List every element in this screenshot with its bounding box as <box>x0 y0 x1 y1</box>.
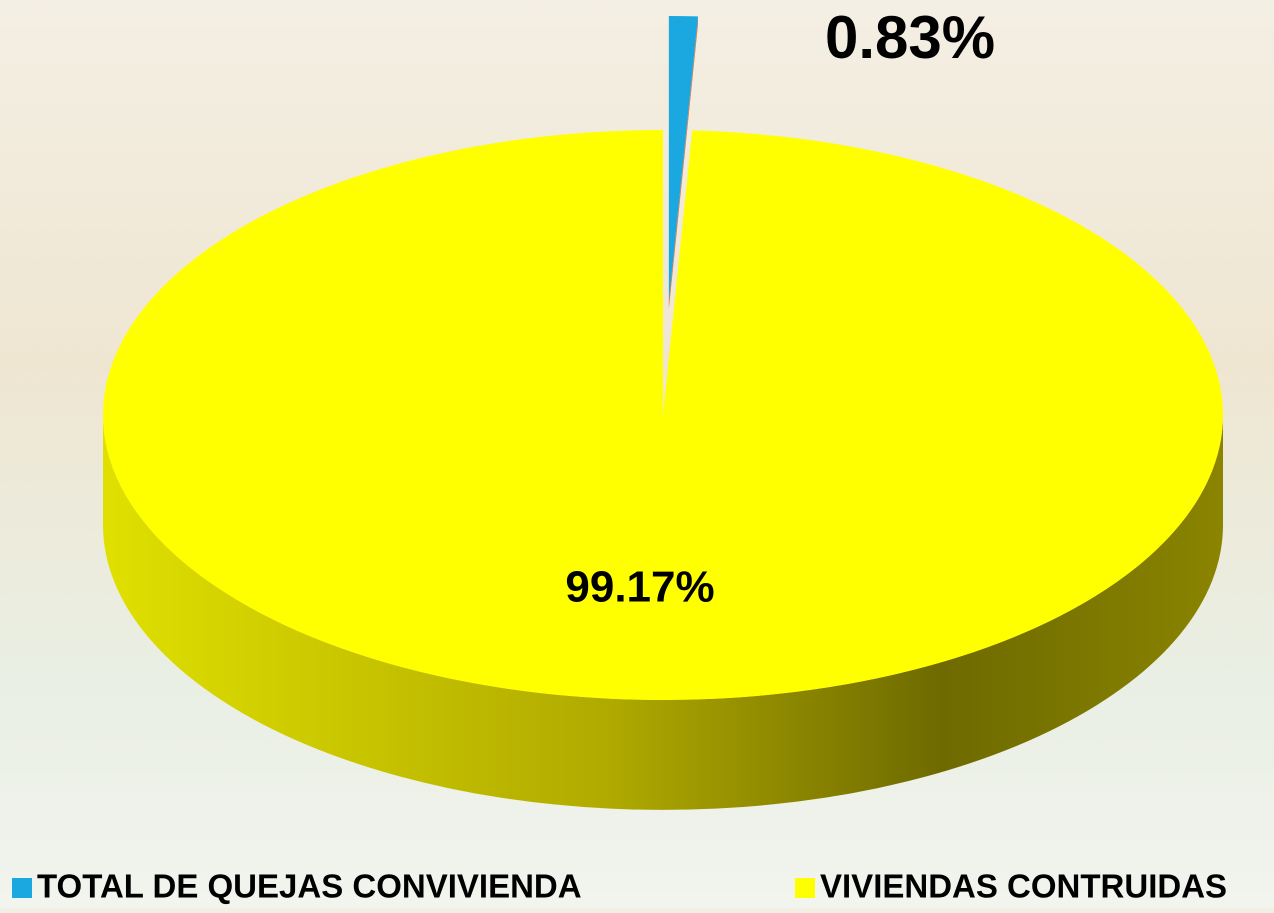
slice <box>103 130 1223 700</box>
chart: 0.83% 99.17% TOTAL DE QUEJAS CONVIVIENDA V… <box>0 0 1274 908</box>
data-label: 0.83% <box>825 4 995 71</box>
legend: TOTAL DE QUEJAS CONVIVIENDA VIVIENDAS CON… <box>12 868 1227 905</box>
legend-swatch <box>12 878 32 898</box>
legend-swatch <box>795 878 815 898</box>
legend-label: TOTAL DE QUEJAS CONVIVIENDA <box>37 868 582 905</box>
legend-label: VIVIENDAS CONTRUIDAS <box>820 868 1227 905</box>
pie <box>103 16 1223 810</box>
data-label: 99.17% <box>565 563 714 612</box>
